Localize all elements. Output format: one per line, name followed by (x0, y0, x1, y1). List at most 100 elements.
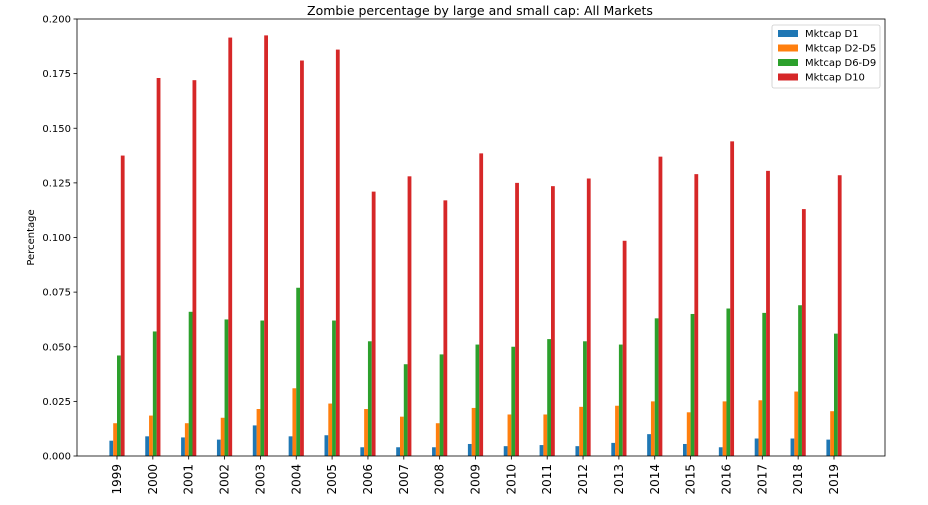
bar-mktcap-d6-d9-2017 (762, 312, 767, 456)
bar-mktcap-d1-2006 (360, 447, 365, 456)
bar-mktcap-d6-d9-2002 (224, 319, 229, 456)
bar-mktcap-d10-2018 (801, 209, 806, 456)
plot-frame (76, 18, 886, 457)
bar-mktcap-d6-d9-2013 (618, 344, 623, 456)
bar-mktcap-d10-1999 (120, 155, 125, 456)
y-tick-label: 0.025 (42, 397, 71, 408)
x-tick-label: 2012 (576, 464, 590, 495)
bar-mktcap-d2-d5-2012 (579, 406, 584, 456)
legend-entry: Mktcap D1 (805, 29, 859, 40)
chart-title: Zombie percentage by large and small cap… (307, 3, 653, 18)
bar-mktcap-d10-2003 (264, 35, 268, 456)
bar-mktcap-d2-d5-2016 (722, 401, 727, 456)
bar-mktcap-d6-d9-2003 (260, 320, 265, 456)
bar-mktcap-d10-2004 (300, 60, 304, 456)
x-tick-label: 2019 (827, 464, 841, 495)
y-tick-label: 0.075 (42, 288, 71, 299)
bar-mktcap-d1-2017 (754, 438, 759, 456)
legend-box (771, 24, 881, 89)
bar-mktcap-d1-2018 (790, 438, 795, 456)
y-axis-label: Percentage (26, 209, 37, 265)
x-tick-label: 2011 (540, 464, 554, 495)
bar-mktcap-d6-d9-2006 (367, 341, 372, 456)
bar-mktcap-d10-2001 (192, 80, 197, 457)
x-tick-label: 2010 (504, 464, 518, 495)
bar-mktcap-d2-d5-1999 (113, 423, 117, 456)
y-tick-label: 0.200 (42, 15, 71, 26)
bar-mktcap-d6-d9-2005 (332, 320, 336, 456)
bar-mktcap-d1-2004 (288, 436, 293, 456)
bar-mktcap-d6-d9-2007 (403, 364, 408, 456)
bar-mktcap-d1-2003 (252, 425, 257, 456)
legend-swatch (778, 59, 798, 66)
x-tick-label: 1999 (110, 464, 124, 495)
x-tick-label: 2000 (146, 464, 160, 495)
x-tick-label: 2002 (218, 464, 232, 495)
x-tick-label: 2004 (289, 464, 303, 495)
bar-mktcap-d1-2002 (216, 439, 221, 456)
bar-mktcap-d2-d5-2000 (149, 415, 153, 456)
x-tick-label: 2001 (182, 464, 196, 495)
bar-mktcap-d1-2009 (467, 443, 472, 456)
y-axis: 0.000 0.025 0.050 0.075 0.100 0.125 0.150 0.175… (42, 15, 77, 463)
bar-mktcap-d6-d9-2010 (511, 346, 516, 456)
bar-mktcap-d2-d5-2013 (615, 405, 619, 456)
legend-entry: Mktcap D2-D5 (805, 44, 876, 55)
bar-mktcap-d1-2011 (539, 445, 544, 456)
bar-mktcap-d10-2015 (694, 174, 699, 456)
bar-mktcap-d2-d5-2008 (435, 423, 440, 456)
bar-mktcap-d2-d5-2010 (507, 414, 512, 456)
bar-mktcap-d6-d9-2000 (152, 331, 157, 456)
bar-mktcap-d2-d5-2006 (364, 409, 368, 456)
y-tick-label: 0.100 (42, 233, 71, 244)
bar-mktcap-d1-2014 (647, 434, 651, 456)
bars-group (109, 35, 842, 457)
x-tick-label: 2014 (648, 464, 662, 495)
bar-mktcap-d2-d5-2001 (184, 423, 189, 456)
bar-mktcap-d10-2012 (586, 178, 591, 456)
bar-mktcap-d2-d5-2015 (686, 412, 691, 456)
bar-mktcap-d10-2010 (515, 182, 519, 456)
y-tick-label: 0.150 (42, 124, 71, 135)
bar-mktcap-d1-2000 (145, 436, 150, 456)
x-tick-label: 2003 (253, 464, 267, 495)
bar-mktcap-d2-d5-2019 (830, 411, 834, 456)
x-tick-label: 2008 (433, 464, 447, 495)
legend-entry: Mktcap D6-D9 (805, 58, 876, 69)
bar-mktcap-d2-d5-2007 (400, 416, 404, 456)
x-tick-label: 2015 (684, 464, 698, 495)
bar-mktcap-d10-2019 (837, 175, 842, 457)
bar-mktcap-d6-d9-2004 (296, 287, 301, 456)
bar-mktcap-d6-d9-2009 (475, 344, 480, 456)
bar-mktcap-d10-2008 (443, 200, 448, 456)
bar-mktcap-d10-2017 (766, 170, 770, 457)
x-tick-label: 2016 (719, 464, 733, 495)
bar-mktcap-d6-d9-2008 (439, 354, 444, 456)
bar-mktcap-d1-2013 (611, 442, 616, 456)
bar-mktcap-d1-2010 (503, 446, 508, 456)
bar-mktcap-d2-d5-2009 (471, 407, 476, 456)
bar-mktcap-d6-d9-2015 (690, 313, 695, 456)
bar-mktcap-d6-d9-2012 (583, 341, 587, 456)
x-tick-label: 2017 (755, 464, 769, 495)
legend-swatch (778, 44, 798, 52)
bar-mktcap-d10-2002 (228, 37, 233, 456)
x-tick-label: 2009 (469, 464, 483, 495)
bar-mktcap-d10-2000 (156, 77, 161, 457)
bar-mktcap-d2-d5-2018 (794, 391, 799, 456)
bar-mktcap-d10-2006 (371, 191, 376, 457)
legend: Mktcap D1 Mktcap D2-D5 Mktcap D6-D9 Mktcap … (771, 24, 881, 89)
y-tick-label: 0.175 (42, 69, 71, 80)
bar-mktcap-d1-2015 (683, 443, 687, 456)
x-axis: 1999 2000 2001 2002 2003 2004 2005 2006 2007 2008… (110, 456, 841, 495)
bar-mktcap-d10-2005 (335, 49, 340, 457)
legend-entry: Mktcap D10 (805, 73, 865, 84)
bar-mktcap-d1-2001 (181, 437, 185, 456)
x-tick-label: 2006 (361, 464, 375, 495)
bar-mktcap-d10-2009 (479, 153, 484, 456)
bar-mktcap-d2-d5-2017 (758, 400, 763, 456)
bar-mktcap-d1-2019 (826, 439, 831, 456)
y-tick-label: 0.000 (42, 452, 71, 463)
bar-mktcap-d2-d5-2014 (650, 401, 655, 456)
